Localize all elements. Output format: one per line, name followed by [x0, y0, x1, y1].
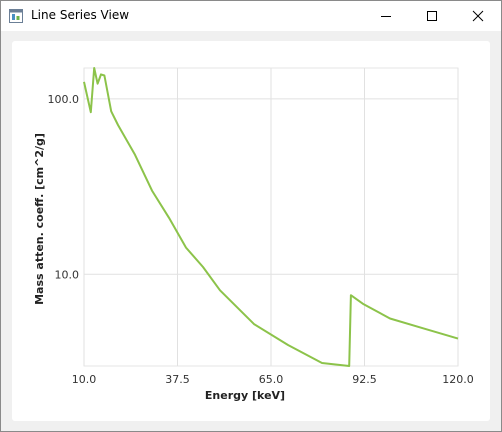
close-icon — [472, 10, 484, 22]
minimize-button[interactable] — [363, 1, 409, 31]
window-title: Line Series View — [31, 8, 130, 22]
y-tick-label: 100.0 — [48, 93, 80, 106]
line-chart: 10.0 37.5 65.0 92.5 120.0 10.0 100.0 Energy [k… — [33, 67, 474, 402]
x-tick-label: 10.0 — [72, 373, 97, 386]
y-tick-label: 10.0 — [55, 268, 80, 281]
x-tick-label: 120.0 — [442, 373, 474, 386]
x-axis-label: Energy [keV] — [205, 389, 285, 402]
grid-layer — [83, 67, 459, 367]
title-bar[interactable]: Line Series View — [1, 1, 501, 31]
y-axis-label: Mass atten. coeff. [cm^2/g] — [33, 133, 46, 305]
close-button[interactable] — [455, 1, 501, 31]
x-tick-label: 37.5 — [165, 373, 190, 386]
minimize-icon — [381, 16, 391, 17]
series-line — [83, 67, 459, 367]
chart-panel: 10.0 37.5 65.0 92.5 120.0 10.0 100.0 Energy [k… — [12, 41, 490, 421]
maximize-button[interactable] — [409, 1, 455, 31]
x-tick-label: 92.5 — [352, 373, 377, 386]
maximize-icon — [427, 11, 437, 21]
tick-labels: 10.0 37.5 65.0 92.5 120.0 10.0 100.0 — [48, 93, 474, 386]
series-layer — [83, 67, 459, 367]
x-tick-label: 65.0 — [259, 373, 284, 386]
window-app-icon — [9, 9, 23, 23]
